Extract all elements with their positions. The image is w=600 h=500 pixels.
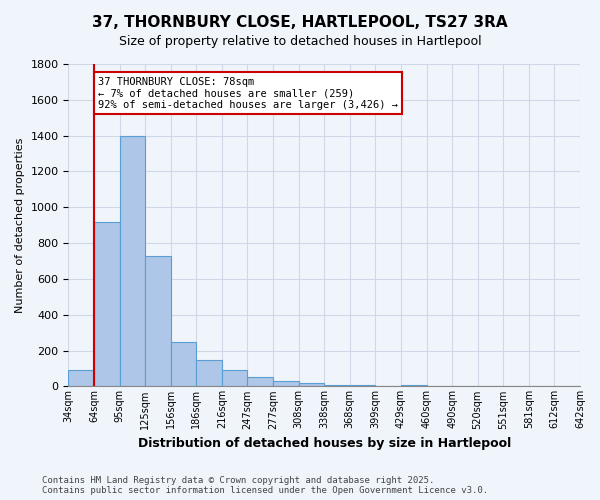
Bar [299, 383, 324, 386]
Bar [68, 370, 94, 386]
Bar [145, 256, 171, 386]
Bar [273, 381, 299, 386]
Y-axis label: Number of detached properties: Number of detached properties [15, 138, 25, 313]
Text: Size of property relative to detached houses in Hartlepool: Size of property relative to detached ho… [119, 35, 481, 48]
Bar [401, 384, 427, 386]
Text: 37, THORNBURY CLOSE, HARTLEPOOL, TS27 3RA: 37, THORNBURY CLOSE, HARTLEPOOL, TS27 3R… [92, 15, 508, 30]
Bar [119, 136, 145, 386]
Bar [196, 360, 222, 386]
Bar [247, 376, 273, 386]
Text: 37 THORNBURY CLOSE: 78sqm
← 7% of detached houses are smaller (259)
92% of semi-: 37 THORNBURY CLOSE: 78sqm ← 7% of detach… [98, 76, 398, 110]
Bar [94, 222, 119, 386]
Bar [222, 370, 247, 386]
Bar [171, 342, 196, 386]
Text: Contains HM Land Registry data © Crown copyright and database right 2025.
Contai: Contains HM Land Registry data © Crown c… [42, 476, 488, 495]
Bar [324, 384, 350, 386]
X-axis label: Distribution of detached houses by size in Hartlepool: Distribution of detached houses by size … [137, 437, 511, 450]
